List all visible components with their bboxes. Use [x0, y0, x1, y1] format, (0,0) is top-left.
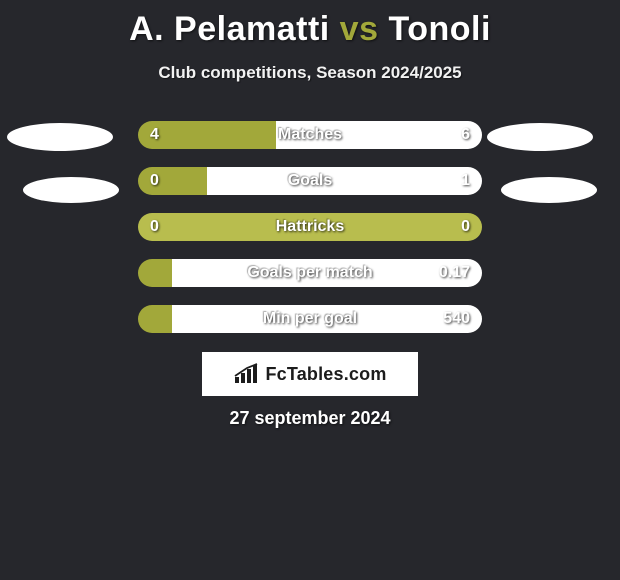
metric-row: Goals per match0.17	[0, 259, 620, 287]
bar-right	[207, 167, 482, 195]
brand-text: FcTables.com	[265, 364, 386, 385]
side-ellipse	[501, 177, 597, 203]
metrics-container: Matches46Goals01Hattricks00Goals per mat…	[0, 121, 620, 333]
date-label: 27 september 2024	[0, 408, 620, 429]
metric-bar	[138, 305, 482, 333]
metric-bar	[138, 213, 482, 241]
side-ellipse	[23, 177, 119, 203]
player1-name: A. Pelamatti	[129, 10, 330, 48]
metric-row: Hattricks00	[0, 213, 620, 241]
bar-left	[138, 259, 172, 287]
bar-left	[138, 213, 482, 241]
metric-bar	[138, 167, 482, 195]
vs-label: vs	[340, 10, 379, 48]
side-ellipse	[7, 123, 113, 151]
bar-left	[138, 121, 276, 149]
subtitle: Club competitions, Season 2024/2025	[0, 63, 620, 83]
bar-left	[138, 305, 172, 333]
player2-name: Tonoli	[388, 10, 490, 48]
metric-row: Min per goal540	[0, 305, 620, 333]
bar-left	[138, 167, 207, 195]
metric-bar	[138, 259, 482, 287]
brand-box: FcTables.com	[202, 352, 418, 396]
bar-right	[276, 121, 482, 149]
page-title: A. Pelamatti vs Tonoli	[0, 0, 620, 49]
bar-chart-icon	[233, 363, 259, 385]
bar-right	[172, 305, 482, 333]
side-ellipse	[487, 123, 593, 151]
bar-right	[172, 259, 482, 287]
metric-bar	[138, 121, 482, 149]
